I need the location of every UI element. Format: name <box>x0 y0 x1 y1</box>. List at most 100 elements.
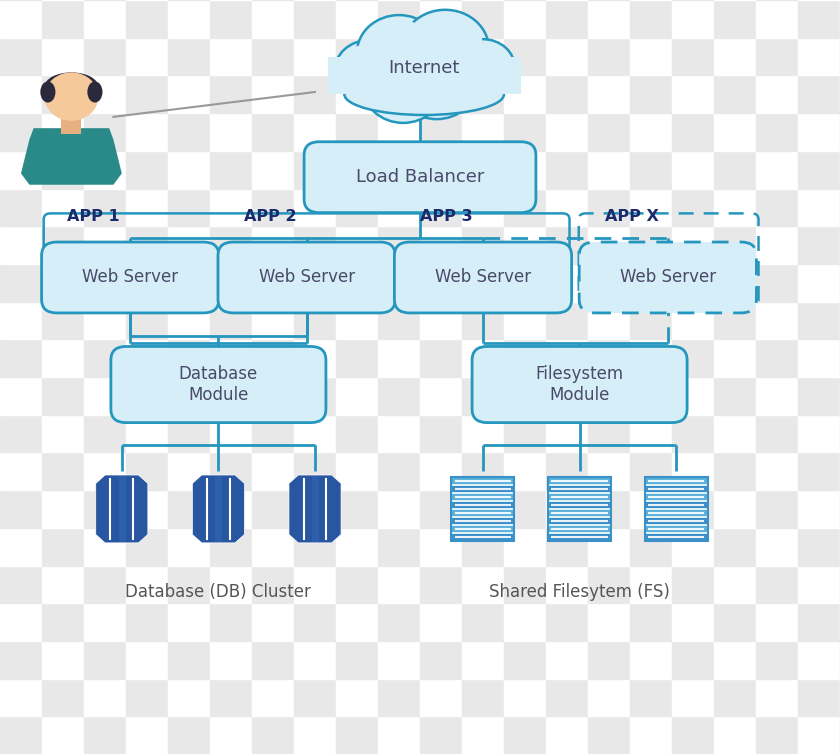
Bar <box>546 113 588 151</box>
Bar <box>546 528 588 566</box>
Bar <box>630 151 672 188</box>
Bar <box>714 603 756 641</box>
Bar <box>378 641 420 679</box>
Bar <box>798 490 840 528</box>
Bar <box>588 566 630 603</box>
Bar <box>252 377 294 415</box>
Bar <box>714 0 756 38</box>
Bar <box>168 528 210 566</box>
FancyBboxPatch shape <box>42 242 218 313</box>
Bar <box>210 188 252 226</box>
Bar <box>294 226 336 264</box>
Bar <box>462 264 504 302</box>
Bar <box>0 566 42 603</box>
Bar <box>798 226 840 264</box>
Text: APP 3: APP 3 <box>420 209 473 224</box>
Bar <box>462 641 504 679</box>
Bar <box>588 75 630 113</box>
Bar <box>588 264 630 302</box>
Bar <box>168 679 210 716</box>
Bar <box>714 415 756 452</box>
Circle shape <box>368 55 438 118</box>
Bar <box>336 151 378 188</box>
Bar <box>420 452 462 490</box>
Bar <box>462 679 504 716</box>
Bar <box>336 716 378 754</box>
Bar <box>714 452 756 490</box>
Bar <box>714 377 756 415</box>
Bar <box>798 566 840 603</box>
Bar <box>504 264 546 302</box>
Bar <box>0 377 42 415</box>
Bar <box>210 528 252 566</box>
Bar <box>168 302 210 339</box>
Bar <box>548 477 611 541</box>
Bar <box>168 339 210 377</box>
Bar <box>84 226 126 264</box>
Bar <box>630 302 672 339</box>
Bar <box>546 188 588 226</box>
Bar <box>294 452 336 490</box>
Bar <box>420 302 462 339</box>
Bar <box>42 38 84 75</box>
Bar <box>0 264 42 302</box>
Bar <box>84 75 126 113</box>
FancyBboxPatch shape <box>218 242 395 313</box>
Bar <box>210 566 252 603</box>
Text: Web Server: Web Server <box>620 268 716 287</box>
Bar <box>420 679 462 716</box>
Bar <box>210 641 252 679</box>
Bar <box>420 490 462 528</box>
Bar <box>504 113 546 151</box>
Bar <box>42 377 84 415</box>
Bar <box>336 566 378 603</box>
Bar <box>0 226 42 264</box>
Bar <box>462 490 504 528</box>
Bar <box>504 339 546 377</box>
Bar <box>504 151 546 188</box>
Bar <box>645 501 707 509</box>
Bar <box>126 113 168 151</box>
Bar <box>714 566 756 603</box>
Bar <box>0 528 42 566</box>
Bar <box>672 603 714 641</box>
Bar <box>42 415 84 452</box>
Bar <box>645 509 707 517</box>
Bar <box>672 302 714 339</box>
Circle shape <box>363 51 444 123</box>
Bar <box>504 188 546 226</box>
Bar <box>378 679 420 716</box>
Text: Shared Filesytem (FS): Shared Filesytem (FS) <box>489 583 670 601</box>
Bar <box>378 452 420 490</box>
Bar <box>462 716 504 754</box>
Bar <box>378 0 420 38</box>
Bar <box>84 415 126 452</box>
Bar <box>84 452 126 490</box>
Bar <box>672 490 714 528</box>
Bar <box>798 302 840 339</box>
Bar <box>588 641 630 679</box>
Bar <box>42 264 84 302</box>
Bar <box>504 490 546 528</box>
Bar <box>462 75 504 113</box>
Bar <box>714 226 756 264</box>
Bar <box>714 38 756 75</box>
Bar <box>84 716 126 754</box>
Bar <box>378 339 420 377</box>
Bar <box>756 188 798 226</box>
Bar <box>630 339 672 377</box>
Bar <box>546 151 588 188</box>
Bar <box>0 75 42 113</box>
Bar <box>714 75 756 113</box>
Bar <box>630 528 672 566</box>
Bar <box>252 302 294 339</box>
Bar <box>630 377 672 415</box>
Bar <box>336 188 378 226</box>
Bar <box>672 151 714 188</box>
Bar <box>61 118 81 134</box>
Bar <box>756 566 798 603</box>
Bar <box>462 339 504 377</box>
Bar <box>126 0 168 38</box>
Bar <box>0 0 42 38</box>
Bar <box>168 603 210 641</box>
